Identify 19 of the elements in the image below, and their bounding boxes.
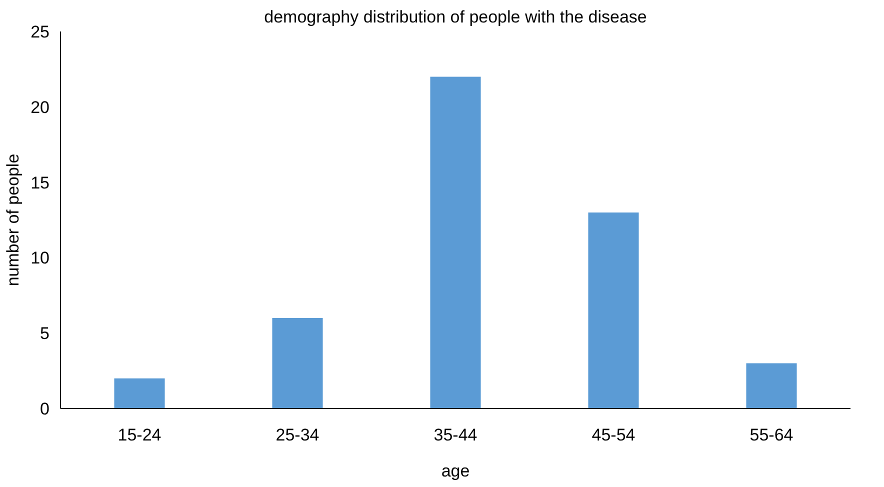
x-tick-label: 35-44 xyxy=(434,426,478,444)
x-tick-label: 55-64 xyxy=(750,426,794,444)
x-tick-label: 45-54 xyxy=(592,426,636,444)
y-tick-label: 0 xyxy=(40,400,50,418)
bar xyxy=(430,76,481,408)
y-tick-label: 20 xyxy=(30,98,50,117)
bar xyxy=(588,212,639,408)
bar xyxy=(114,378,165,408)
x-tick-label: 15-24 xyxy=(118,426,162,444)
y-tick-label: 15 xyxy=(30,173,50,192)
y-tick-label: 25 xyxy=(30,22,50,42)
y-tick-label: 5 xyxy=(40,324,50,344)
y-tick-label: 10 xyxy=(30,248,50,268)
x-tick-label: 25-34 xyxy=(276,426,320,444)
bar xyxy=(746,363,797,408)
bar xyxy=(272,318,323,408)
y-axis-title: number of people xyxy=(4,154,23,286)
chart-title: demography distribution of people with the disease xyxy=(264,8,647,26)
x-axis-title: age xyxy=(441,462,470,480)
